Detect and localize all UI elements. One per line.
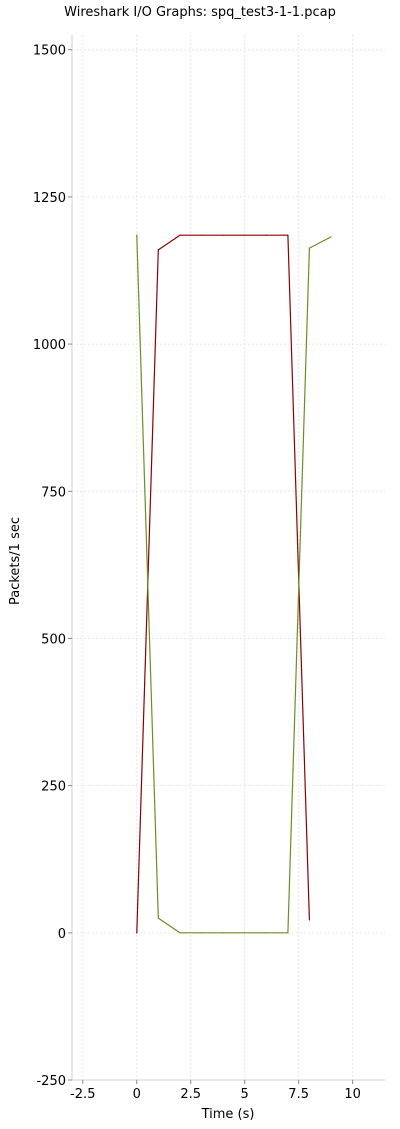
series-line-1 xyxy=(136,234,310,933)
series-2-point xyxy=(179,932,181,934)
x-axis-label: Time (s) xyxy=(201,1107,255,1122)
x-tick-label: 7.5 xyxy=(288,1087,309,1102)
series-1-point xyxy=(222,234,224,236)
axes xyxy=(71,35,385,1081)
y-tick-label: 1500 xyxy=(33,44,66,59)
series-2-point xyxy=(222,932,224,934)
y-tick-label: 0 xyxy=(58,927,66,942)
series-1-point xyxy=(179,234,181,236)
series-1-point xyxy=(308,919,311,921)
series-2-point xyxy=(308,247,311,249)
x-tick-label: 5 xyxy=(241,1087,249,1102)
x-tick-label: 0 xyxy=(133,1087,141,1102)
series-2-point xyxy=(265,932,267,934)
series-1-point xyxy=(244,234,246,236)
y-axis-ticks: -250 0 250 500 750 1000 1250 1500 xyxy=(33,44,72,1089)
y-tick-label: -250 xyxy=(36,1074,66,1089)
series-2-point xyxy=(244,932,246,934)
series-1-point xyxy=(265,234,267,236)
y-tick-label: 500 xyxy=(41,632,66,647)
series-2-point xyxy=(157,917,159,919)
y-tick-label: 750 xyxy=(41,485,66,500)
series-1-point xyxy=(157,249,159,251)
series-1-point xyxy=(136,932,138,934)
series-lines xyxy=(136,234,332,934)
y-axis-label: Packets/1 sec xyxy=(8,517,23,605)
y-tick-label: 250 xyxy=(41,780,66,795)
series-2-point xyxy=(330,236,332,238)
x-tick-label: 2.5 xyxy=(180,1087,201,1102)
y-tick-label: 1000 xyxy=(33,338,66,353)
series-line-2 xyxy=(136,235,332,934)
x-tick-label: 10 xyxy=(344,1087,361,1102)
series-2-point xyxy=(200,932,203,934)
series-1-point xyxy=(287,234,289,236)
chart-title: Wireshark I/O Graphs: spq_test3-1-1.pcap xyxy=(64,5,336,20)
series-2-point xyxy=(136,234,138,236)
y-tick-label: 1250 xyxy=(33,191,66,206)
x-tick-label: -2.5 xyxy=(70,1087,95,1102)
series-2-point xyxy=(287,932,289,934)
grid-lines xyxy=(72,35,385,1081)
x-axis-ticks: -2.5 0 2.5 5 7.5 10 xyxy=(70,1080,361,1102)
series-1-point xyxy=(200,234,203,236)
